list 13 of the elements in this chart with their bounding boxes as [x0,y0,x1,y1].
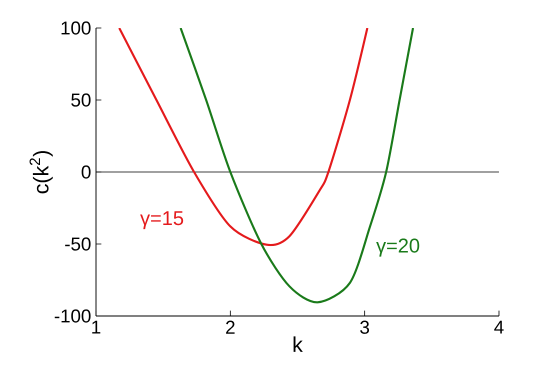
series-label: γ=15 [140,211,184,230]
x-tick-label: 3 [360,320,370,334]
y-tick-label: 0 [82,165,91,179]
y-tick-label: -100 [54,309,91,323]
y-tick-label: 50 [71,93,91,107]
y-tick-label: 100 [62,21,91,35]
x-tick-label: 2 [226,320,235,334]
x-tick-label: 4 [494,320,504,334]
x-axis-title: k [294,336,303,352]
series-label: γ=20 [376,238,420,257]
x-tick-label: 1 [92,320,100,334]
y-tick-label: -50 [65,237,91,251]
y-axis-title: c(k$^{2}$) [30,151,53,194]
